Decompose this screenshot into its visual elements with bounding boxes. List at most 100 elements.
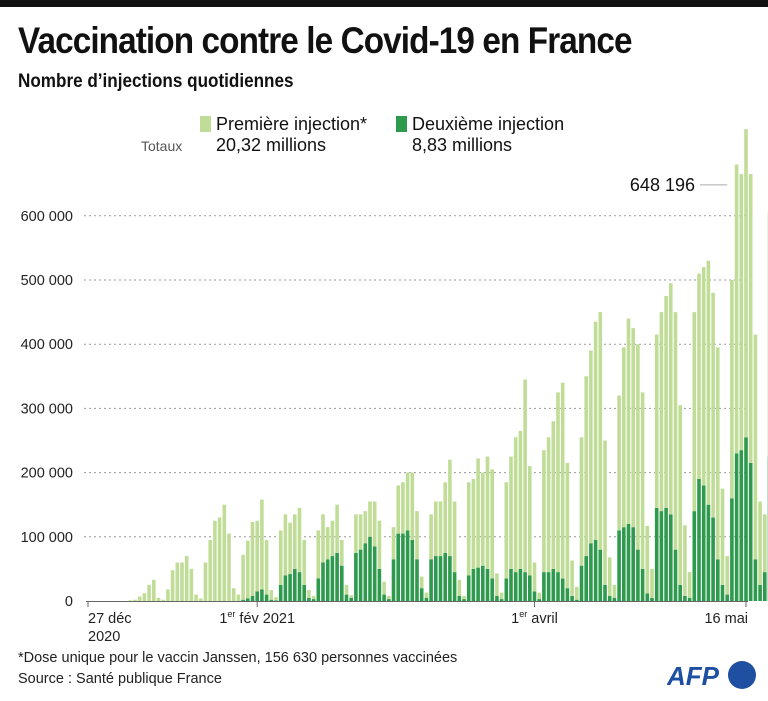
bar-second-dose bbox=[260, 589, 264, 601]
bar-first-dose bbox=[683, 525, 687, 596]
bar-first-dose bbox=[391, 527, 396, 560]
annotation-label: 648 196 bbox=[630, 175, 695, 195]
bar-first-dose bbox=[636, 344, 640, 550]
bar-second-dose bbox=[636, 549, 640, 601]
bar-second-dose bbox=[697, 479, 701, 601]
bar-first-dose bbox=[156, 597, 161, 601]
bar-first-dose bbox=[495, 573, 499, 596]
bar-first-dose bbox=[509, 456, 513, 569]
bar-first-dose bbox=[481, 472, 485, 566]
bar-first-dose bbox=[650, 568, 654, 598]
bar-first-dose bbox=[293, 514, 297, 569]
bar-first-dose bbox=[429, 514, 433, 560]
bar-first-dose bbox=[434, 501, 438, 557]
bar-first-dose bbox=[612, 584, 617, 598]
bar-first-dose bbox=[598, 312, 603, 550]
bar-first-dose bbox=[734, 164, 739, 454]
bar-first-dose bbox=[631, 328, 635, 528]
bar-first-dose bbox=[203, 562, 208, 601]
y-tick-label: 100 000 bbox=[21, 530, 73, 546]
bar-first-dose bbox=[217, 517, 222, 601]
x-tick-label: 1er fév 2021 bbox=[219, 609, 295, 627]
x-tick-label: 27 déc bbox=[88, 611, 132, 627]
bar-second-dose bbox=[354, 552, 358, 601]
bar-second-dose bbox=[725, 594, 729, 601]
bar-first-dose bbox=[170, 570, 175, 601]
bar-second-dose bbox=[368, 536, 372, 601]
bar-first-dose bbox=[358, 514, 363, 550]
bar-first-dose bbox=[419, 576, 424, 589]
y-tick-label: 400 000 bbox=[21, 337, 73, 353]
bar-second-dose bbox=[246, 598, 250, 601]
bar-second-dose bbox=[650, 597, 654, 601]
bar-second-dose bbox=[410, 540, 415, 601]
bar-first-dose bbox=[161, 599, 165, 601]
bar-first-dose bbox=[518, 430, 523, 569]
bar-first-dose bbox=[208, 540, 212, 601]
bar-first-dose bbox=[640, 392, 645, 569]
bar-second-dose bbox=[607, 595, 612, 601]
bar-first-dose bbox=[344, 584, 349, 595]
legend-swatch-first-dose bbox=[200, 116, 211, 132]
bar-first-dose bbox=[528, 466, 532, 576]
bar-second-dose bbox=[401, 533, 405, 601]
bar-second-dose bbox=[518, 568, 523, 601]
bar-first-dose bbox=[701, 267, 706, 486]
bar-first-dose bbox=[542, 450, 546, 573]
bar-first-dose bbox=[321, 514, 325, 563]
bar-second-dose bbox=[664, 507, 668, 601]
bar-second-dose bbox=[499, 599, 504, 601]
bar-first-dose bbox=[283, 514, 288, 576]
bar-second-dose bbox=[485, 568, 490, 601]
bar-second-dose bbox=[415, 559, 419, 601]
bar-second-dose bbox=[645, 593, 650, 601]
legend-label-first-dose: Première injection* bbox=[216, 114, 368, 134]
bar-first-dose bbox=[575, 586, 579, 600]
y-tick-label: 200 000 bbox=[21, 466, 73, 482]
bar-first-dose bbox=[589, 350, 593, 544]
bar-second-dose bbox=[419, 588, 424, 601]
bar-second-dose bbox=[701, 485, 706, 601]
bar-first-dose bbox=[664, 296, 668, 508]
bar-second-dose bbox=[584, 556, 588, 601]
bar-second-dose bbox=[452, 572, 457, 601]
afp-logo-text: AFP bbox=[667, 661, 720, 690]
bar-second-dose bbox=[678, 584, 682, 601]
top-rule bbox=[0, 0, 768, 7]
bars bbox=[128, 129, 768, 601]
bar-second-dose bbox=[744, 437, 748, 601]
bar-second-dose bbox=[330, 556, 335, 601]
bar-second-dose bbox=[579, 565, 584, 601]
bar-first-dose bbox=[678, 405, 682, 585]
bar-second-dose bbox=[575, 599, 579, 601]
y-tick-label: 500 000 bbox=[21, 273, 73, 289]
bar-first-dose bbox=[260, 499, 264, 590]
bar-first-dose bbox=[607, 557, 612, 596]
bar-first-dose bbox=[763, 514, 767, 573]
y-axis-ticks: 0 100 000 200 000 300 000 400 000 500 000 600 … bbox=[21, 209, 73, 610]
bar-second-dose bbox=[748, 462, 753, 601]
bar-first-dose bbox=[330, 520, 335, 557]
bar-second-dose bbox=[753, 559, 758, 601]
bar-first-dose bbox=[457, 579, 462, 596]
bar-second-dose bbox=[438, 556, 443, 601]
bar-first-dose bbox=[340, 540, 344, 566]
bar-first-dose bbox=[593, 321, 598, 541]
bar-first-dose bbox=[654, 334, 659, 508]
bar-first-dose bbox=[560, 382, 565, 579]
bar-first-dose bbox=[673, 312, 678, 550]
bar-second-dose bbox=[405, 530, 410, 601]
bar-second-dose bbox=[537, 599, 541, 601]
bar-second-dose bbox=[466, 575, 471, 601]
bar-second-dose bbox=[434, 556, 438, 601]
bar-first-dose bbox=[669, 283, 673, 515]
bar-first-dose bbox=[579, 437, 584, 566]
bar-first-dose bbox=[415, 511, 419, 560]
bar-second-dose bbox=[692, 511, 697, 601]
bar-first-dose bbox=[405, 472, 410, 531]
afp-logo-dot bbox=[728, 661, 756, 689]
bar-second-dose bbox=[457, 595, 462, 601]
chart-title: Vaccination contre le Covid-19 en France bbox=[18, 20, 632, 61]
bar-second-dose bbox=[255, 591, 259, 601]
bar-second-dose bbox=[617, 530, 621, 601]
